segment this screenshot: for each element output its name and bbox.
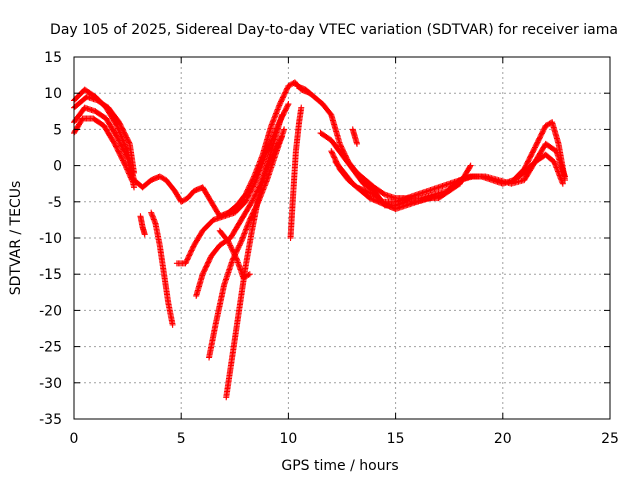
x-tick-label: 5 (177, 431, 186, 447)
series-arc-9 (206, 126, 288, 361)
plot-marks (71, 79, 568, 401)
series-arc-18 (349, 126, 361, 147)
series-arc-6 (148, 209, 176, 328)
y-tick-label: 10 (44, 86, 62, 102)
x-tick-label: 20 (494, 431, 512, 447)
data-points (206, 126, 288, 361)
data-points (332, 158, 446, 213)
y-tick-label: -35 (39, 412, 62, 428)
grid (74, 57, 610, 419)
series-arc-17 (510, 151, 566, 187)
x-axis-label: GPS time / hours (281, 458, 398, 474)
y-tick-label: -20 (39, 303, 62, 319)
y-tick-label: -10 (39, 231, 62, 247)
series-arc-16 (332, 158, 446, 213)
data-points (287, 104, 305, 241)
data-points (510, 151, 566, 187)
data-points (223, 111, 285, 401)
axis-ticks: 0 5 10 15 20 25 15 10 5 0 -5 -10 -15 -20 -25 -30 -35 (39, 50, 619, 447)
y-tick-label: -15 (39, 267, 62, 283)
series-arc-5 (137, 213, 148, 238)
data-points (349, 126, 361, 147)
x-tick-label: 25 (601, 431, 619, 447)
x-tick-label: 10 (279, 431, 297, 447)
x-tick-label: 0 (70, 431, 79, 447)
series-arc-12 (287, 104, 305, 241)
y-tick-label: -5 (48, 195, 62, 211)
y-tick-label: 15 (44, 50, 62, 66)
data-points (216, 227, 253, 281)
y-axis-label: SDTVAR / TECUs (8, 181, 24, 296)
y-tick-label: -30 (39, 376, 62, 392)
x-tick-label: 15 (387, 431, 405, 447)
y-tick-label: 0 (53, 159, 62, 175)
data-points (148, 209, 176, 328)
y-tick-label: -25 (39, 340, 62, 356)
series-arc-10 (223, 111, 285, 401)
y-tick-label: 5 (53, 122, 62, 138)
data-points (137, 213, 148, 238)
chart-title: Day 105 of 2025, Sidereal Day-to-day VTE… (50, 22, 618, 38)
series-arc-11 (216, 227, 253, 281)
